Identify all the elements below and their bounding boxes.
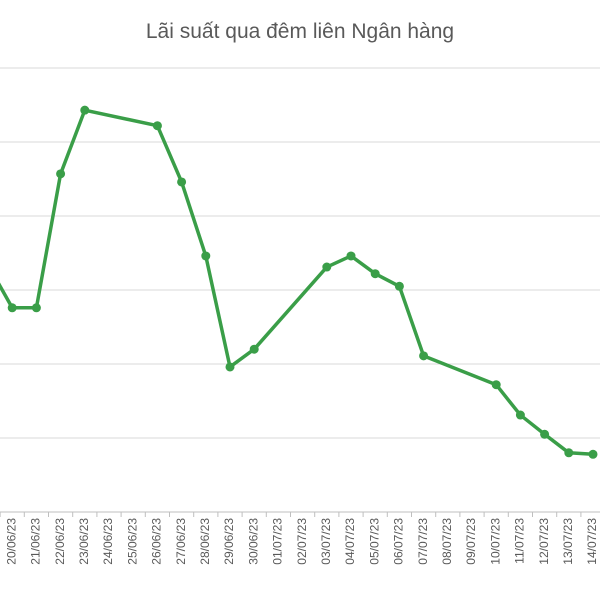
marker <box>322 262 332 272</box>
marker <box>225 362 235 372</box>
marker <box>588 449 598 459</box>
line <box>0 108 594 457</box>
marker <box>394 281 404 291</box>
marker <box>491 380 501 390</box>
marker <box>370 269 380 279</box>
x-tick-label: 10/07/23 <box>488 518 502 565</box>
chart-title: Lãi suất qua đêm liên Ngân hàng <box>146 20 454 43</box>
x-tick-label: 09/07/23 <box>464 518 478 565</box>
marker <box>152 121 162 131</box>
x-tick-label: 21/06/23 <box>29 518 43 565</box>
x-tick-label: 07/07/23 <box>416 518 430 565</box>
x-tick-label: 04/07/23 <box>343 518 357 565</box>
x-tick-label: 06/07/23 <box>392 518 406 565</box>
x-tick-label: 26/06/23 <box>150 518 164 565</box>
x-tick-label: 01/07/23 <box>271 518 285 565</box>
x-tick-label: 08/07/23 <box>440 518 454 565</box>
x-tick-label: 12/07/23 <box>537 518 551 565</box>
marker <box>249 344 259 354</box>
x-tick-label: 20/06/23 <box>4 518 18 565</box>
marker <box>31 303 41 313</box>
x-tick-label: 22/06/23 <box>53 518 67 565</box>
marker <box>346 251 356 261</box>
x-tick-label: 02/07/23 <box>295 518 309 565</box>
x-tick-label: 25/06/23 <box>125 518 139 565</box>
marker <box>540 429 550 439</box>
x-tick-label: 05/07/23 <box>367 518 381 565</box>
marker <box>56 169 66 179</box>
marker <box>564 448 574 458</box>
x-tick-label: 27/06/23 <box>174 518 188 565</box>
marker <box>7 303 17 313</box>
marker <box>515 410 525 420</box>
marker <box>177 177 187 187</box>
x-tick-label: 03/07/23 <box>319 518 333 565</box>
x-tick-label: 30/06/23 <box>246 518 260 565</box>
marker <box>419 351 429 361</box>
x-tick-label: 23/06/23 <box>77 518 91 565</box>
x-tick-label: 24/06/23 <box>101 518 115 565</box>
x-tick-label: 28/06/23 <box>198 518 212 565</box>
x-tick-label: 14/07/23 <box>585 518 599 565</box>
marker <box>80 105 90 115</box>
x-tick-label: 13/07/23 <box>561 518 575 565</box>
x-tick-label: 11/07/23 <box>513 518 527 564</box>
x-tick-label: 29/06/23 <box>222 518 236 565</box>
marker <box>201 251 211 261</box>
